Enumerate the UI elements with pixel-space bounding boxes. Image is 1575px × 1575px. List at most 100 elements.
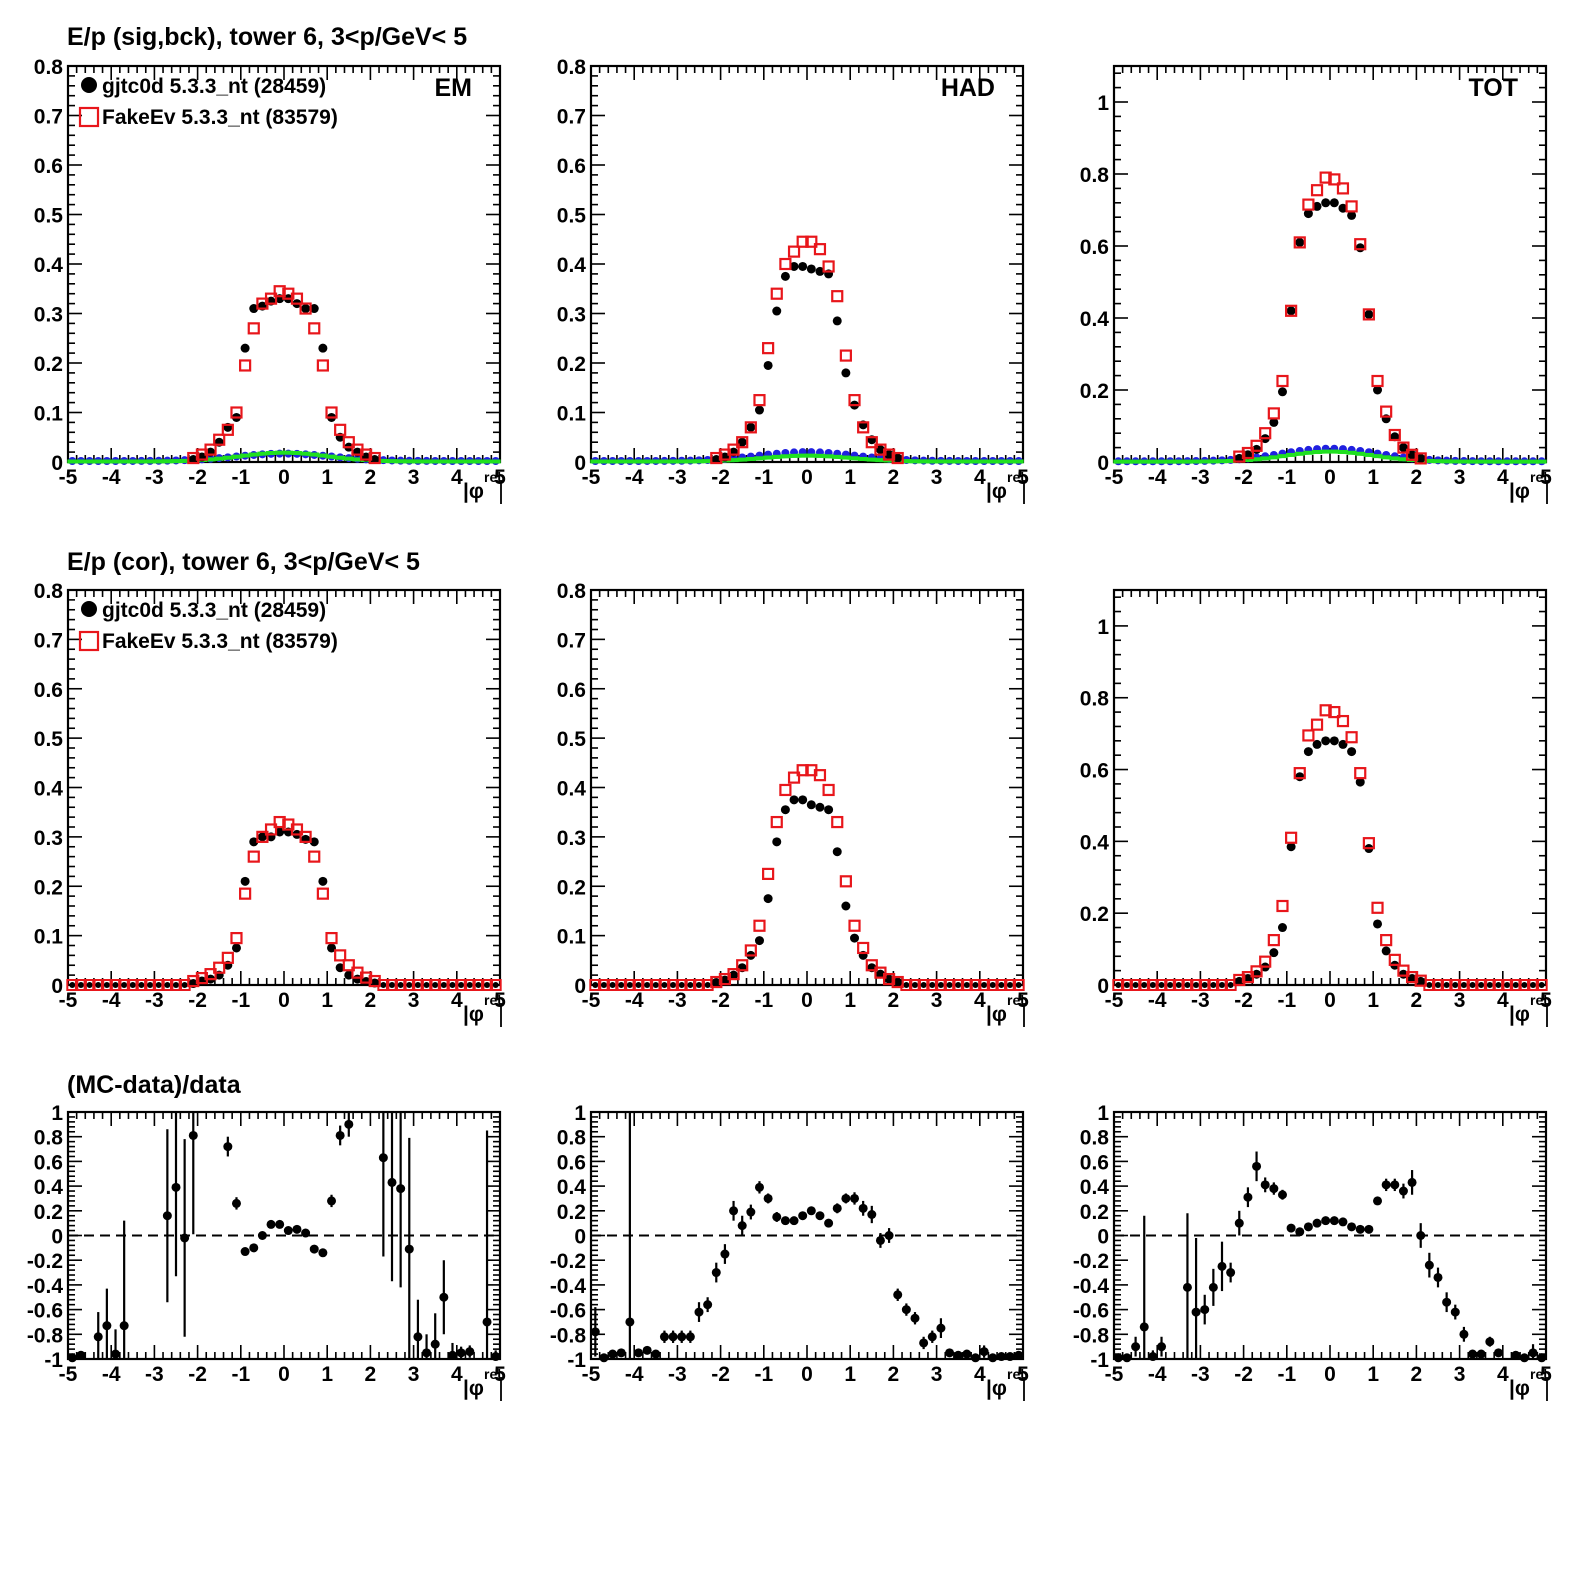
data-point — [1303, 1222, 1313, 1232]
tail-data-point — [1115, 982, 1122, 988]
data-point — [1329, 736, 1339, 746]
data-point — [1407, 450, 1417, 460]
y-tick-label: 1 — [51, 1102, 63, 1125]
x-tick-label: -5 — [1105, 466, 1124, 489]
data-point — [875, 969, 885, 979]
mc-point — [1380, 405, 1393, 418]
tail-data-point — [920, 982, 927, 988]
tail-mc-point — [144, 979, 157, 991]
mc-point — [308, 850, 321, 863]
tail-mc-point — [1432, 979, 1444, 991]
mc-point — [359, 971, 373, 984]
tail-data-point — [181, 982, 188, 988]
tail-data-point — [644, 982, 651, 988]
data-point — [102, 1321, 112, 1331]
y-tick-label: 0.2 — [557, 353, 586, 376]
mc-point — [796, 764, 809, 777]
data-point — [996, 1352, 1006, 1362]
tail-mc-point — [1004, 979, 1017, 991]
y-tick-label: -0.6 — [1073, 1300, 1109, 1323]
tail-data-point — [946, 982, 953, 988]
data-point — [608, 1349, 618, 1359]
data-point — [1277, 923, 1287, 933]
tail-mc-point — [1449, 979, 1462, 991]
data-point — [456, 1348, 466, 1358]
y-tick-label: -0.8 — [1073, 1324, 1110, 1347]
tail-mc-point — [1483, 979, 1496, 991]
tail-data-point — [592, 982, 599, 988]
mc-point — [273, 815, 286, 829]
mc-point — [710, 975, 723, 989]
data-point — [240, 876, 250, 886]
y-tick-label: 0.6 — [1080, 236, 1109, 259]
data-point — [979, 1347, 989, 1357]
data-point — [841, 368, 851, 378]
x-tick-label: 2 — [1411, 989, 1423, 1012]
x-tick-label: -1 — [231, 989, 250, 1012]
tail-mc-point — [481, 979, 494, 991]
tail-data-point — [440, 982, 447, 988]
tail-mc-point — [1112, 979, 1125, 991]
x-tick-label: -1 — [1277, 989, 1296, 1012]
tail-mc-point — [92, 979, 105, 991]
mc-point — [1302, 198, 1315, 211]
mc-point — [744, 944, 757, 957]
x-tick-label: -3 — [145, 1363, 164, 1386]
y-tick-label: 0 — [1097, 975, 1109, 998]
tail-mc-point — [386, 979, 398, 991]
legend-marker-data — [81, 77, 97, 93]
data-point — [1321, 1216, 1331, 1226]
x-tick-label: -2 — [1234, 1363, 1253, 1386]
mc-point — [1405, 448, 1419, 461]
x-tick-label: -2 — [711, 466, 730, 489]
data-point — [1005, 1352, 1015, 1362]
y-tick-label: 0 — [1097, 452, 1109, 475]
mc-point — [891, 451, 904, 465]
data-point — [1243, 974, 1253, 984]
y-tick-label: 0.2 — [1080, 380, 1109, 403]
mc-point — [787, 245, 801, 258]
data-point — [1450, 1307, 1460, 1317]
data-point — [1329, 1216, 1339, 1226]
tail-mc-point — [693, 979, 705, 991]
mc-point — [1250, 965, 1263, 978]
y-tick-label: -0.2 — [550, 1250, 586, 1273]
x-tick-label: -5 — [1105, 989, 1124, 1012]
data-point — [309, 837, 319, 847]
tail-data-point — [912, 982, 918, 988]
mc-point — [1293, 767, 1306, 780]
mc-point — [204, 968, 217, 981]
x-tick-label: 4 — [974, 466, 986, 489]
data-point — [737, 437, 747, 447]
tail-data-point — [406, 982, 413, 988]
data-point — [1182, 1282, 1192, 1292]
tail-mc-point — [597, 979, 610, 991]
data-point — [953, 1350, 963, 1360]
legend-marker-mc — [78, 106, 100, 128]
y-tick-label: 0.2 — [1080, 1201, 1109, 1224]
data-point — [1364, 1224, 1374, 1234]
mc-point — [848, 919, 861, 932]
mc-point — [1371, 901, 1384, 914]
data-point — [1269, 417, 1279, 427]
y-tick-label: 0.4 — [34, 254, 64, 277]
chart-ratio-tot: -5 -4 -3 -2 -1 0 1 2 3 4 5-1-0.8-0.6-0.4-0.200.20.… — [1073, 1102, 1552, 1401]
data-point — [249, 304, 259, 314]
tail-mc-point — [960, 979, 973, 991]
data-point — [378, 1153, 388, 1163]
data-point — [275, 1219, 285, 1229]
data-point — [257, 1231, 267, 1240]
x-tick-label: -3 — [668, 989, 687, 1012]
tail-data-point — [1486, 982, 1493, 988]
tail-data-point — [475, 982, 482, 988]
y-tick-label: 0.1 — [34, 403, 64, 426]
y-tick-label: 0.8 — [34, 1127, 64, 1150]
mc-point — [1414, 452, 1427, 465]
y-tick-label: 0.5 — [34, 728, 64, 751]
mc-point — [839, 349, 852, 362]
mc-point — [796, 235, 809, 248]
tail-data-point — [652, 982, 659, 988]
data-point — [1277, 1190, 1287, 1200]
data-point — [318, 876, 328, 886]
x-tick-label: 3 — [408, 1363, 420, 1386]
